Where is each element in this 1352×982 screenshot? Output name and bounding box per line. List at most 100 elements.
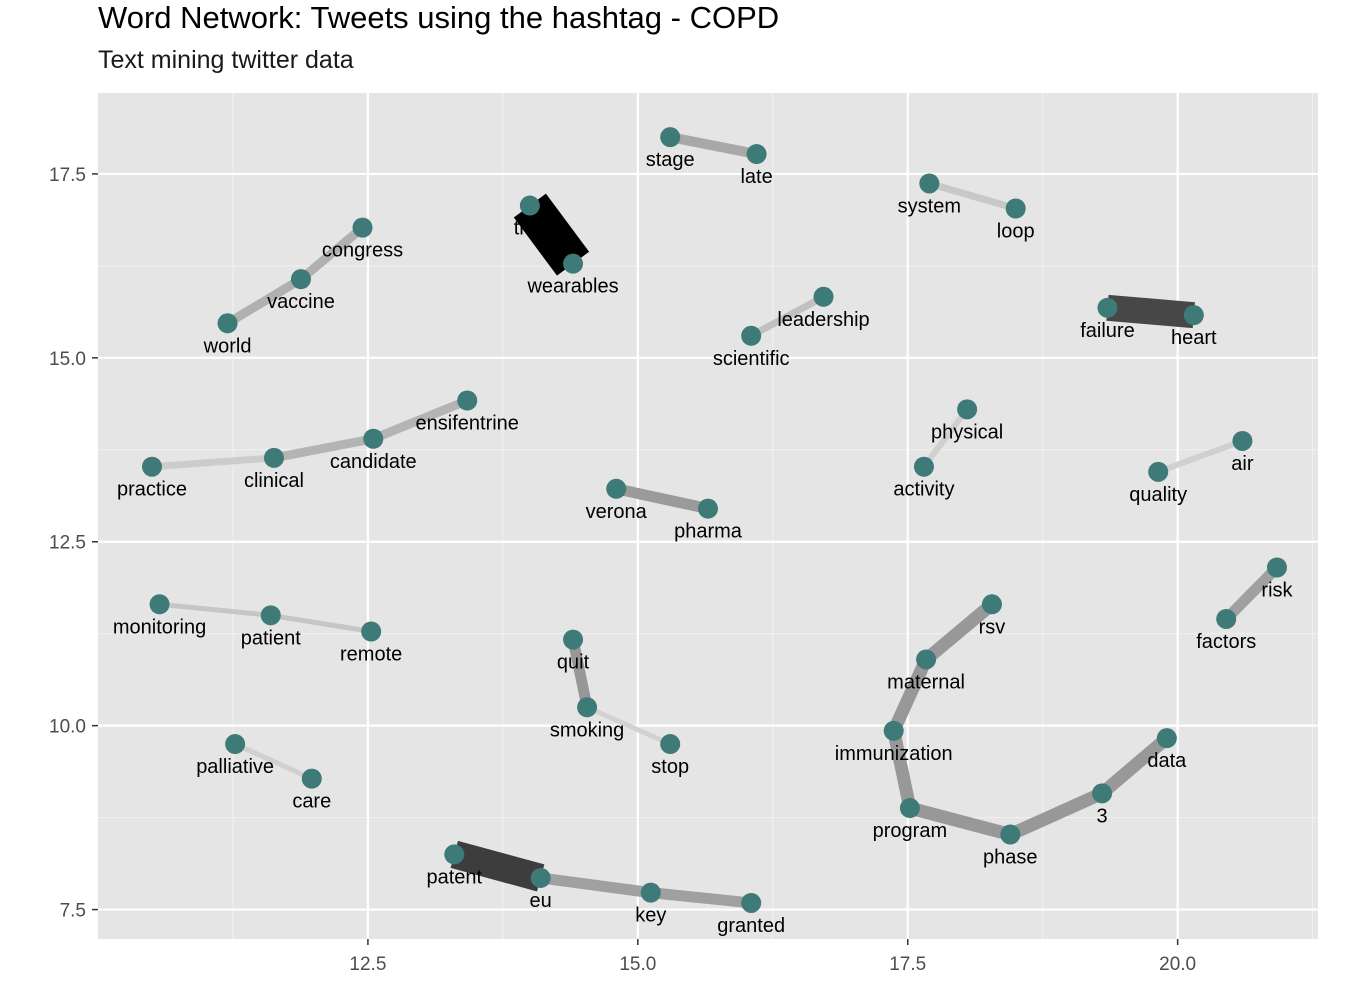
- node-leadership: [813, 286, 834, 307]
- node-failure: [1097, 297, 1118, 318]
- node-label-late: late: [740, 166, 772, 188]
- edge-maternal-immunization: [887, 656, 933, 734]
- node-system: [919, 173, 940, 194]
- node-granted: [741, 892, 762, 913]
- node-factors: [1216, 608, 1237, 629]
- node-label-pharma: pharma: [674, 521, 743, 543]
- edge-failure-heart: [1106, 294, 1195, 329]
- node-label-maternal: maternal: [887, 671, 965, 693]
- node-label-world: world: [203, 335, 252, 357]
- y-tick-label: 12.5: [49, 533, 86, 554]
- node-vaccine: [290, 269, 311, 290]
- node-smoking: [577, 697, 598, 718]
- edge-factors-risk: [1222, 563, 1281, 623]
- node-label-failure: failure: [1080, 320, 1134, 342]
- node-clinical: [263, 447, 284, 468]
- x-tick-label: 17.5: [889, 954, 926, 975]
- edge-system-loop: [928, 180, 1017, 212]
- node-label-congress: congress: [322, 240, 403, 262]
- node-palliative: [225, 734, 246, 755]
- edges: [151, 132, 1281, 909]
- edge-rsv-maternal: [921, 599, 997, 665]
- node-label-ensifentrine: ensifentrine: [416, 413, 519, 435]
- chart-subtitle: Text mining twitter data: [98, 46, 354, 74]
- node-label-loop: loop: [997, 220, 1035, 242]
- node-monitoring: [149, 594, 170, 615]
- node-trial: [519, 195, 540, 216]
- node-label-monitoring: monitoring: [113, 616, 206, 638]
- node-stage: [660, 127, 681, 148]
- node-heart: [1183, 305, 1204, 326]
- edge-verona-pharma: [615, 483, 710, 515]
- edge-candidate-ensifentrine: [371, 396, 469, 443]
- node-label-remote: remote: [340, 643, 402, 665]
- node-world: [217, 313, 238, 334]
- node-label-trial: trial: [514, 218, 546, 240]
- node-rsv: [981, 594, 1002, 615]
- node-remote: [361, 621, 382, 642]
- node-label-palliative: palliative: [196, 756, 274, 778]
- grid-lines: [98, 93, 1318, 939]
- x-tick-label: 20.0: [1159, 954, 1196, 975]
- node-quality: [1148, 461, 1169, 482]
- node-air: [1232, 430, 1253, 451]
- edge-patient-remote: [270, 612, 372, 634]
- node-care: [301, 768, 322, 789]
- node-candidate: [363, 428, 384, 449]
- node-label-data: data: [1147, 750, 1187, 772]
- x-tick-label: 15.0: [619, 954, 656, 975]
- node-label-clinical: clinical: [244, 470, 304, 492]
- edge-phase-3: [1007, 787, 1105, 841]
- node-label-immunization: immunization: [835, 743, 953, 765]
- node-label-system: system: [898, 195, 961, 217]
- edge-quality-air: [1157, 438, 1244, 475]
- node-label-smoking: smoking: [550, 719, 624, 741]
- edge-key-granted: [650, 887, 752, 909]
- edge-patent-eu: [450, 840, 545, 892]
- node-label-heart: heart: [1171, 327, 1217, 349]
- node-activity: [913, 456, 934, 477]
- node-ensifentrine: [457, 390, 478, 411]
- node-verona: [606, 478, 627, 499]
- node-maternal: [916, 649, 937, 670]
- node-label-granted: granted: [717, 915, 785, 937]
- node-label-verona: verona: [586, 501, 648, 523]
- edge-immunization-program: [887, 729, 917, 810]
- node-label-candidate: candidate: [330, 451, 417, 473]
- y-tick-label: 17.5: [49, 165, 86, 186]
- edge-clinical-candidate: [273, 434, 375, 463]
- nodes: [141, 127, 1287, 913]
- node-label-activity: activity: [893, 479, 954, 501]
- node-label-eu: eu: [530, 890, 552, 912]
- node-label-3: 3: [1097, 805, 1108, 827]
- node-risk: [1266, 557, 1287, 578]
- node-late: [746, 144, 767, 165]
- edge-scientific-leadership: [749, 293, 826, 339]
- axes: 12.5 15.0 17.5 20.0 7.5 10.0 12.5 15.0 17.5: [49, 165, 1196, 975]
- node-scientific: [741, 325, 762, 346]
- node-label-key: key: [635, 905, 666, 927]
- node-physical: [957, 399, 978, 420]
- node-label-quality: quality: [1129, 484, 1187, 506]
- node-congress: [352, 217, 373, 238]
- node-labels: stage late system loop congress vaccine world t…: [113, 149, 1294, 937]
- x-tick-label: 12.5: [349, 954, 386, 975]
- node-wearables: [563, 253, 584, 274]
- node-label-stage: stage: [646, 149, 695, 171]
- node-label-stop: stop: [651, 756, 689, 778]
- node-phase: [1000, 824, 1021, 845]
- edge-program-phase: [908, 801, 1012, 841]
- node-label-rsv: rsv: [979, 616, 1006, 638]
- node-label-leadership: leadership: [777, 309, 869, 331]
- y-tick-label: 7.5: [60, 901, 86, 922]
- node-label-patent: patent: [426, 866, 482, 888]
- node-practice: [141, 456, 162, 477]
- edge-monitoring-patient: [159, 601, 271, 618]
- edge-quit-smoking: [567, 638, 593, 709]
- node-label-quit: quit: [557, 652, 590, 674]
- edge-eu-key: [539, 872, 652, 899]
- edge-activity-physical: [921, 407, 970, 469]
- node-eu: [530, 867, 551, 888]
- node-label-care: care: [292, 791, 331, 813]
